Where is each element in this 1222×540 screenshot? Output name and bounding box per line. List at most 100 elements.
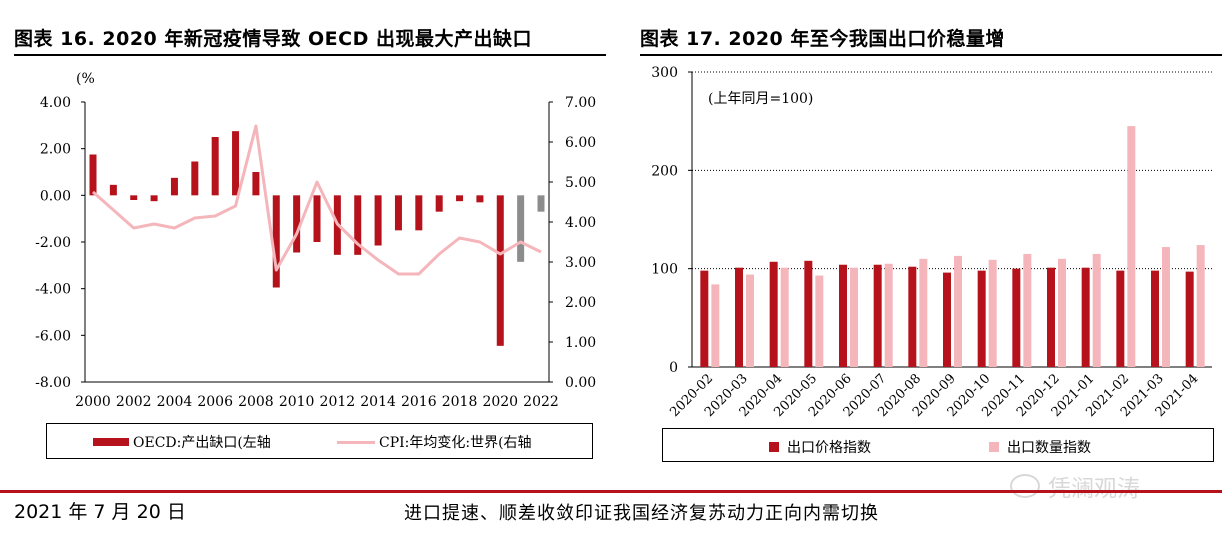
oecd-bar — [496, 195, 504, 346]
oecd-bar — [170, 177, 178, 196]
volume-bar — [1127, 126, 1136, 367]
price-bar — [943, 272, 951, 367]
price-bar — [769, 261, 778, 367]
price-bar — [977, 270, 986, 367]
price-bar — [735, 267, 743, 367]
price-bar — [1047, 267, 1055, 367]
y2-tick-label: 5.00 — [565, 175, 596, 191]
oecd-bar — [537, 195, 545, 212]
volume-bar — [884, 263, 893, 367]
oecd-bar — [435, 195, 443, 212]
wechat-icon — [1010, 474, 1040, 498]
oecd-bar — [415, 195, 423, 231]
x-tick-label: 2012 — [320, 394, 356, 410]
price-bar — [1116, 270, 1125, 367]
legend-swatch-oecd — [93, 438, 129, 446]
footer-headline: 进口提速、顺差收敛印证我国经济复苏动力正向内需切换 — [404, 503, 879, 524]
volume-bar — [815, 275, 824, 367]
oecd-bar — [374, 195, 382, 246]
oecd-bar — [394, 195, 402, 231]
y-tick-label: 200 — [651, 163, 678, 179]
legend-label-cpi: CPI:年均变化:世界(右轴 — [379, 435, 532, 451]
oecd-bar — [354, 195, 362, 255]
left-title-rule — [14, 54, 606, 56]
y2-tick-label: 1.00 — [565, 335, 596, 351]
price-bar — [700, 270, 709, 367]
right-annotation: (上年同月=100) — [708, 91, 813, 107]
x-tick-label: 2008 — [238, 394, 274, 410]
y2-tick-label: 4.00 — [565, 215, 596, 231]
volume-bar — [954, 255, 962, 367]
volume-bar — [746, 274, 754, 367]
oecd-bar — [476, 195, 484, 203]
x-tick-label: 2022 — [523, 394, 559, 410]
y-tick-label: -8.00 — [35, 375, 71, 391]
watermark: 凭澜观涛 — [1010, 469, 1140, 503]
legend-label-price: 出口价格指数 — [787, 440, 871, 456]
oecd-bar — [89, 154, 97, 196]
y2-tick-label: 3.00 — [565, 255, 596, 271]
volume-bar — [780, 267, 789, 367]
y-tick-label: -6.00 — [35, 328, 71, 344]
volume-bar — [919, 258, 928, 367]
price-bar — [873, 264, 882, 367]
y-tick-label: 2.00 — [40, 142, 71, 158]
volume-bar — [1092, 253, 1101, 367]
legend-swatch-cpi — [337, 440, 375, 444]
price-bar — [1081, 267, 1090, 367]
oecd-bar — [191, 161, 199, 196]
volume-bar — [850, 267, 858, 367]
left-legend: OECD:产出缺口(左轴 CPI:年均变化:世界(右轴 — [46, 423, 593, 459]
oecd-bar — [272, 195, 280, 288]
oecd-bar — [313, 195, 321, 242]
x-tick-label: 2010 — [279, 394, 315, 410]
y2-tick-label: 6.00 — [565, 135, 596, 151]
volume-bar — [1196, 245, 1205, 367]
x-tick-label: 2002 — [116, 394, 152, 410]
y-tick-label: 4.00 — [40, 95, 71, 111]
price-bar — [839, 264, 847, 367]
price-bar — [1012, 268, 1021, 367]
left-chart: (% 4.00 2.00 0.00 -2.00 -4.00 -6.00 -8.00 7.00 6… — [35, 71, 596, 410]
right-title-rule — [640, 54, 1222, 56]
y2-tick-label: 7.00 — [565, 95, 596, 111]
legend-item-cpi: CPI:年均变化:世界(右轴 — [337, 432, 532, 452]
volume-bar — [988, 259, 997, 367]
y-tick-label: 100 — [651, 262, 678, 278]
oecd-bar — [130, 195, 138, 200]
right-legend: 出口价格指数 出口数量指数 — [662, 428, 1214, 462]
legend-item-oecd: OECD:产出缺口(左轴 — [93, 432, 271, 452]
x-tick-label: 2016 — [401, 394, 437, 410]
oecd-bar — [232, 131, 240, 196]
price-bar — [804, 260, 813, 367]
oecd-bar — [211, 137, 219, 196]
footer-date: 2021 年 7 月 20 日 — [14, 501, 186, 523]
x-tick-label: 2020 — [482, 394, 518, 410]
volume-bar — [1162, 247, 1170, 367]
oecd-bar — [293, 195, 301, 253]
x-tick-label: 2004 — [157, 394, 193, 410]
legend-label-oecd: OECD:产出缺口(左轴 — [133, 435, 271, 451]
y-tick-label: 0 — [669, 360, 678, 376]
legend-label-volume: 出口数量指数 — [1007, 440, 1091, 456]
left-unit-label: (% — [76, 71, 95, 87]
left-chart-title: 图表 16. 2020 年新冠疫情导致 OECD 出现最大产出缺口 — [14, 28, 532, 50]
cpi-line — [92, 124, 542, 276]
x-tick-label: 2000 — [75, 394, 111, 410]
right-chart-title: 图表 17. 2020 年至今我国出口价稳量增 — [640, 28, 1005, 50]
x-tick-label: 2014 — [360, 394, 396, 410]
watermark-text: 凭澜观涛 — [1048, 476, 1140, 502]
legend-item-volume: 出口数量指数 — [989, 437, 1091, 457]
x-tick-label: 2006 — [197, 394, 233, 410]
price-bar — [1151, 270, 1159, 367]
y-tick-label: 300 — [651, 65, 678, 81]
oecd-bar — [456, 195, 464, 202]
y-tick-label: 0.00 — [40, 188, 71, 204]
right-chart: (上年同月=100) 30020010002020-022020-032020-… — [651, 65, 1212, 420]
footer-rule — [0, 490, 1222, 493]
volume-bar — [711, 284, 720, 367]
oecd-bar — [252, 172, 260, 196]
volume-bar — [1058, 258, 1066, 367]
y2-tick-label: 0.00 — [565, 375, 596, 391]
legend-swatch-volume — [989, 442, 999, 452]
